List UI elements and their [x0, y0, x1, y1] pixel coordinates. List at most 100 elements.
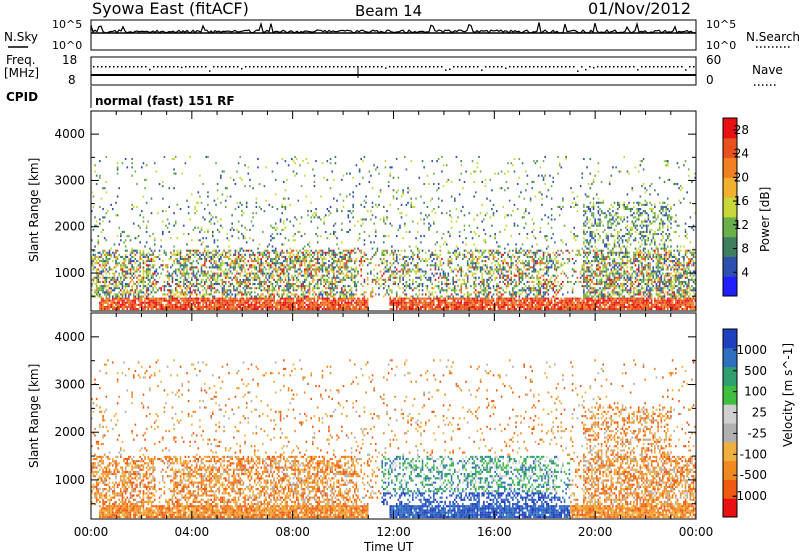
data-cell — [170, 285, 172, 288]
data-cell — [412, 303, 414, 306]
data-cell — [191, 299, 193, 302]
data-cell — [284, 301, 287, 304]
data-cell — [221, 226, 224, 229]
data-cell — [250, 253, 253, 256]
data-cell — [103, 301, 106, 304]
data-cell — [413, 303, 416, 306]
data-cell — [405, 295, 408, 298]
data-cell — [483, 280, 485, 283]
data-cell — [121, 268, 124, 271]
data-cell — [186, 264, 188, 267]
data-cell — [458, 297, 461, 300]
data-cell — [136, 287, 138, 290]
data-cell — [152, 276, 154, 279]
data-cell — [489, 287, 492, 290]
data-cell — [352, 305, 354, 308]
data-cell — [205, 278, 208, 281]
data-cell — [478, 276, 480, 279]
data-cell — [253, 297, 256, 300]
data-cell — [205, 280, 208, 283]
data-cell — [266, 285, 269, 288]
data-cell — [279, 262, 282, 265]
data-cell — [270, 293, 272, 296]
data-cell — [223, 287, 225, 290]
data-cell — [316, 282, 319, 286]
data-cell — [199, 303, 201, 306]
data-cell — [191, 282, 193, 286]
data-cell — [171, 280, 174, 283]
data-cell — [313, 274, 316, 277]
data-cell — [329, 249, 332, 252]
data-cell — [294, 239, 296, 242]
data-cell — [305, 278, 308, 281]
data-cell — [249, 305, 251, 308]
data-cell — [239, 307, 242, 311]
data-cell — [462, 270, 464, 273]
data-cell — [353, 293, 356, 296]
data-cell — [450, 195, 453, 198]
data-cell — [103, 266, 106, 269]
data-cell — [186, 285, 188, 288]
data-cell — [441, 199, 443, 202]
data-cell — [149, 257, 151, 261]
data-cell — [410, 262, 413, 265]
data-cell — [312, 305, 314, 308]
data-cell — [287, 305, 290, 308]
data-cell — [315, 274, 317, 277]
data-cell — [286, 251, 288, 254]
data-cell — [207, 276, 209, 279]
data-cell — [231, 260, 233, 263]
data-cell — [349, 285, 351, 288]
data-cell — [176, 249, 179, 252]
data-cell — [328, 253, 330, 256]
data-cell — [433, 287, 435, 290]
data-cell — [200, 280, 203, 283]
data-cell — [403, 262, 406, 265]
data-cell — [405, 280, 408, 283]
data-cell — [502, 276, 504, 279]
data-cell — [458, 230, 461, 233]
data-cell — [324, 282, 327, 286]
data-cell — [253, 266, 256, 269]
data-cell — [265, 199, 267, 202]
data-cell — [484, 295, 487, 298]
data-cell — [452, 276, 454, 279]
data-cell — [313, 257, 316, 261]
data-cell — [323, 307, 325, 311]
data-cell — [95, 289, 98, 292]
data-cell — [147, 307, 150, 311]
data-cell — [454, 249, 456, 252]
data-cell — [200, 299, 203, 302]
data-cell — [263, 278, 266, 281]
data-cell — [142, 285, 145, 288]
data-cell — [504, 299, 506, 302]
data-cell — [365, 303, 367, 306]
data-cell — [321, 257, 324, 261]
data-cell — [266, 245, 269, 248]
data-cell — [150, 299, 153, 302]
data-cell — [362, 176, 364, 179]
data-cell — [303, 260, 306, 263]
data-cell — [207, 230, 209, 233]
data-cell — [479, 270, 482, 273]
data-cell — [357, 299, 359, 302]
data-cell — [274, 264, 277, 267]
data-cell — [303, 305, 306, 308]
data-cell — [413, 301, 416, 304]
data-cell — [131, 303, 133, 306]
data-cell — [223, 285, 225, 288]
data-cell — [270, 274, 272, 277]
data-cell — [224, 280, 227, 283]
data-cell — [215, 289, 217, 292]
data-cell — [200, 307, 203, 311]
data-cell — [373, 278, 375, 281]
data-cell — [274, 266, 277, 269]
data-cell — [203, 270, 206, 273]
data-cell — [232, 307, 235, 311]
data-cell — [124, 276, 127, 279]
data-cell — [182, 264, 185, 267]
data-cell — [289, 260, 292, 263]
data-cell — [113, 285, 116, 288]
data-cell — [189, 307, 192, 311]
data-cell — [318, 257, 321, 261]
